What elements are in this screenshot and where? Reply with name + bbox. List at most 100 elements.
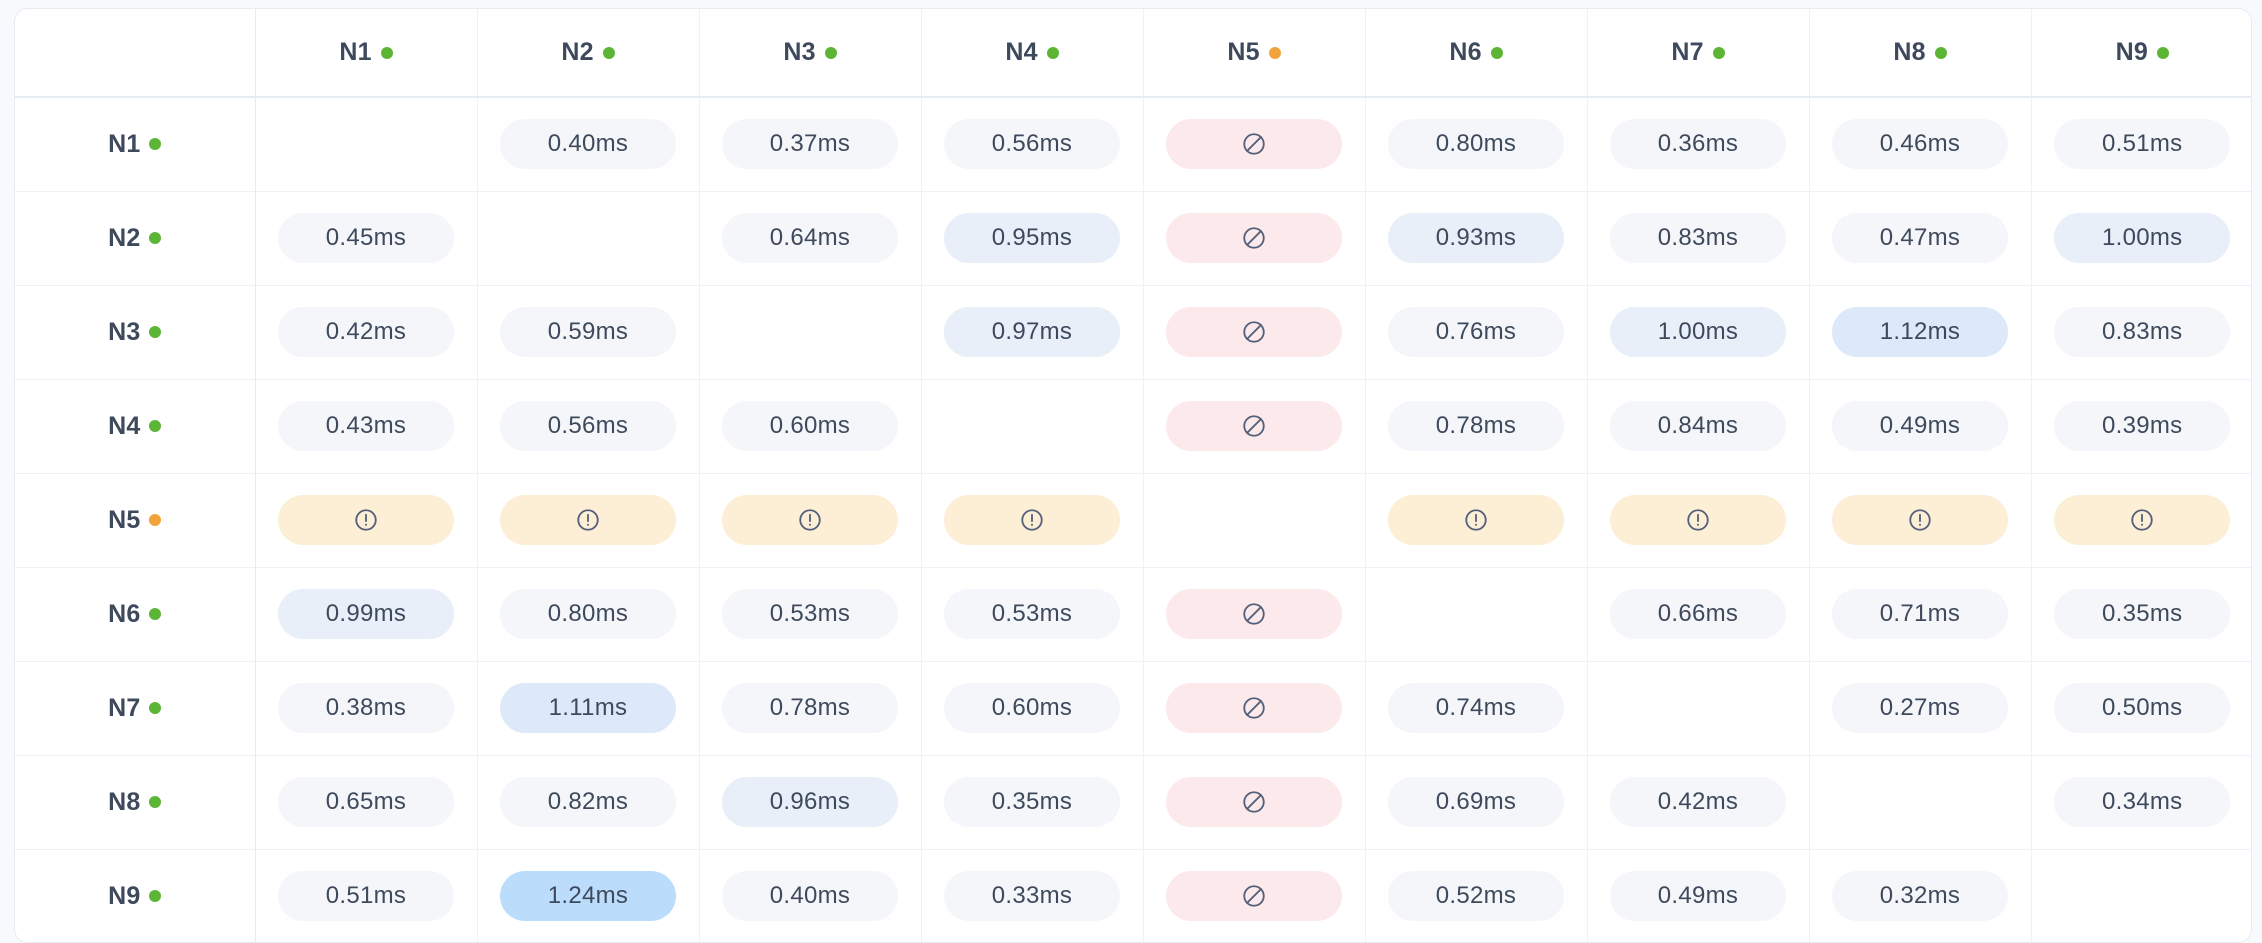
node-name: N7 [108, 693, 141, 722]
cell-n3-n2[interactable]: 0.59ms [476, 284, 699, 379]
cell-n7-n5[interactable] [1142, 660, 1365, 755]
cell-n4-n1[interactable]: 0.43ms [254, 378, 477, 473]
cell-n3-n4[interactable]: 0.97ms [920, 284, 1143, 379]
cell-n4-n8[interactable]: 0.49ms [1808, 378, 2031, 473]
row-header-n7[interactable]: N7 [15, 660, 256, 755]
cell-n2-n7[interactable]: 0.83ms [1586, 190, 1809, 285]
cell-n8-n4[interactable]: 0.35ms [920, 754, 1143, 849]
cell-n9-n1[interactable]: 0.51ms [254, 848, 477, 942]
cell-n2-n1[interactable]: 0.45ms [254, 190, 477, 285]
cell-self-n8 [1808, 754, 2031, 849]
status-dot-icon [1046, 46, 1059, 59]
cell-n8-n7[interactable]: 0.42ms [1586, 754, 1809, 849]
cell-n9-n2[interactable]: 1.24ms [476, 848, 699, 942]
latency-value: 0.76ms [1388, 307, 1564, 357]
cell-n6-n8[interactable]: 0.71ms [1808, 566, 2031, 661]
cell-n1-n5[interactable] [1142, 97, 1365, 191]
column-header-n1[interactable]: N1 [254, 9, 477, 98]
row-header-n1[interactable]: N1 [15, 97, 256, 191]
cell-n4-n9[interactable]: 0.39ms [2030, 378, 2251, 473]
column-header-n4[interactable]: N4 [920, 9, 1143, 98]
cell-n5-n4[interactable] [920, 472, 1143, 567]
row-header-n3[interactable]: N3 [15, 284, 256, 379]
cell-n4-n3[interactable]: 0.60ms [698, 378, 921, 473]
cell-n7-n6[interactable]: 0.74ms [1364, 660, 1587, 755]
cell-n5-n8[interactable] [1808, 472, 2031, 567]
row-header-n4[interactable]: N4 [15, 378, 256, 473]
cell-n3-n5[interactable] [1142, 284, 1365, 379]
cell-n2-n9[interactable]: 1.00ms [2030, 190, 2251, 285]
column-header-n5[interactable]: N5 [1142, 9, 1365, 98]
cell-n1-n6[interactable]: 0.80ms [1364, 97, 1587, 191]
cell-n1-n3[interactable]: 0.37ms [698, 97, 921, 191]
cell-n4-n2[interactable]: 0.56ms [476, 378, 699, 473]
cell-n6-n7[interactable]: 0.66ms [1586, 566, 1809, 661]
cell-n3-n7[interactable]: 1.00ms [1586, 284, 1809, 379]
cell-n4-n5[interactable] [1142, 378, 1365, 473]
cell-n5-n6[interactable] [1364, 472, 1587, 567]
latency-value: 0.40ms [722, 871, 898, 922]
status-dot-icon [149, 138, 162, 151]
row-header-n9[interactable]: N9 [15, 848, 256, 942]
cell-n7-n1[interactable]: 0.38ms [254, 660, 477, 755]
cell-n3-n8[interactable]: 1.12ms [1808, 284, 2031, 379]
cell-n7-n2[interactable]: 1.11ms [476, 660, 699, 755]
cell-n8-n9[interactable]: 0.34ms [2030, 754, 2251, 849]
row-header-n5[interactable]: N5 [15, 472, 256, 567]
cell-n6-n9[interactable]: 0.35ms [2030, 566, 2251, 661]
row-header-n8[interactable]: N8 [15, 754, 256, 849]
cell-n3-n1[interactable]: 0.42ms [254, 284, 477, 379]
cell-n2-n8[interactable]: 0.47ms [1808, 190, 2031, 285]
column-header-n7[interactable]: N7 [1586, 9, 1809, 98]
cell-n4-n6[interactable]: 0.78ms [1364, 378, 1587, 473]
cell-n6-n4[interactable]: 0.53ms [920, 566, 1143, 661]
cell-n6-n2[interactable]: 0.80ms [476, 566, 699, 661]
cell-n3-n6[interactable]: 0.76ms [1364, 284, 1587, 379]
cell-n2-n4[interactable]: 0.95ms [920, 190, 1143, 285]
cell-n8-n6[interactable]: 0.69ms [1364, 754, 1587, 849]
cell-n6-n1[interactable]: 0.99ms [254, 566, 477, 661]
row-header-n6[interactable]: N6 [15, 566, 256, 661]
cell-n5-n7[interactable] [1586, 472, 1809, 567]
cell-n4-n7[interactable]: 0.84ms [1586, 378, 1809, 473]
cell-n1-n8[interactable]: 0.46ms [1808, 97, 2031, 191]
column-header-n8[interactable]: N8 [1808, 9, 2031, 98]
cell-n2-n3[interactable]: 0.64ms [698, 190, 921, 285]
cell-n9-n7[interactable]: 0.49ms [1586, 848, 1809, 942]
cell-n5-n1[interactable] [254, 472, 477, 567]
cell-n9-n4[interactable]: 0.33ms [920, 848, 1143, 942]
cell-n7-n8[interactable]: 0.27ms [1808, 660, 2031, 755]
column-header-n2[interactable]: N2 [476, 9, 699, 98]
cell-n9-n5[interactable] [1142, 848, 1365, 942]
cell-n9-n8[interactable]: 0.32ms [1808, 848, 2031, 942]
cell-n8-n5[interactable] [1142, 754, 1365, 849]
latency-value: 0.35ms [944, 777, 1120, 827]
column-header-n6[interactable]: N6 [1364, 9, 1587, 98]
cell-n6-n5[interactable] [1142, 566, 1365, 661]
cell-n7-n9[interactable]: 0.50ms [2030, 660, 2251, 755]
cell-n9-n3[interactable]: 0.40ms [698, 848, 921, 942]
cell-n7-n3[interactable]: 0.78ms [698, 660, 921, 755]
cell-n1-n9[interactable]: 0.51ms [2030, 97, 2251, 191]
cell-n1-n7[interactable]: 0.36ms [1586, 97, 1809, 191]
row-header-label-n2: N2 [108, 224, 162, 253]
cell-n1-n4[interactable]: 0.56ms [920, 97, 1143, 191]
column-header-n3[interactable]: N3 [698, 9, 921, 98]
cell-n5-n2[interactable] [476, 472, 699, 567]
row-header-label-n1: N1 [108, 130, 162, 159]
row-header-n2[interactable]: N2 [15, 190, 256, 285]
cell-n6-n3[interactable]: 0.53ms [698, 566, 921, 661]
cell-n2-n5[interactable] [1142, 190, 1365, 285]
cell-n8-n3[interactable]: 0.96ms [698, 754, 921, 849]
cell-n8-n2[interactable]: 0.82ms [476, 754, 699, 849]
cell-n8-n1[interactable]: 0.65ms [254, 754, 477, 849]
cell-n9-n6[interactable]: 0.52ms [1364, 848, 1587, 942]
cell-n2-n6[interactable]: 0.93ms [1364, 190, 1587, 285]
cell-n1-n2[interactable]: 0.40ms [476, 97, 699, 191]
column-header-n9[interactable]: N9 [2030, 9, 2251, 98]
cell-n5-n3[interactable] [698, 472, 921, 567]
cell-n5-n9[interactable] [2030, 472, 2251, 567]
cell-n7-n4[interactable]: 0.60ms [920, 660, 1143, 755]
row-header-label-n8: N8 [108, 788, 162, 817]
cell-n3-n9[interactable]: 0.83ms [2030, 284, 2251, 379]
